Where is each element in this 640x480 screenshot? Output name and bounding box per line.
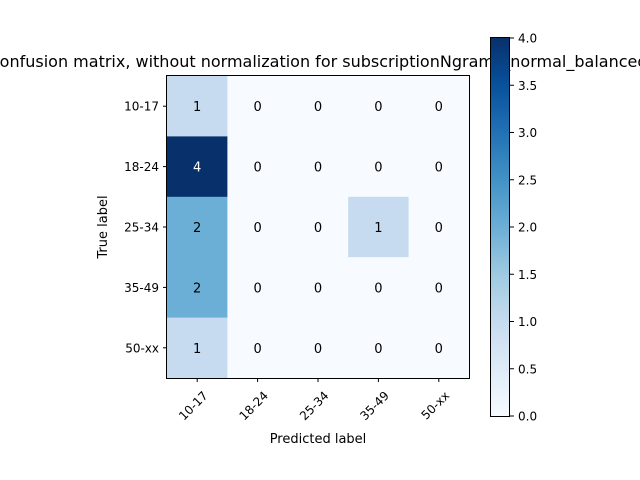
heatmap-cell xyxy=(227,196,289,258)
x-axis-label: Predicted label xyxy=(270,432,367,447)
colorbar-tick-label: 3.0 xyxy=(518,126,537,140)
cell-value-label: 2 xyxy=(193,221,201,236)
cell-value-label: 0 xyxy=(314,281,322,296)
y-tick-label: 10-17 xyxy=(124,100,159,114)
cell-value-label: 0 xyxy=(435,281,443,296)
cell-value-label: 0 xyxy=(253,281,261,296)
cell-value-label: 1 xyxy=(374,221,382,236)
colorbar-tick-label: 1.0 xyxy=(518,315,537,329)
heatmap-cell xyxy=(348,257,410,319)
heatmap-cell xyxy=(408,257,470,319)
colorbar-tick-label: 3.5 xyxy=(518,79,537,93)
cell-value-label: 1 xyxy=(193,100,201,115)
heatmap-cell xyxy=(287,136,349,198)
colorbar-tick-label: 2.5 xyxy=(518,173,537,187)
heatmap-cell xyxy=(348,196,410,258)
heatmap-cell xyxy=(348,76,410,137)
heatmap-cell xyxy=(227,136,289,198)
y-tick-label: 50-xx xyxy=(125,341,159,355)
cell-value-label: 0 xyxy=(253,342,261,357)
heatmap-cell xyxy=(348,136,410,198)
heatmap-cell xyxy=(167,76,228,137)
heatmap-cell xyxy=(227,257,289,319)
y-axis-ticks: 10-17 18-24 25-34 35-49 50-xx xyxy=(124,100,167,355)
colorbar: 0.0 0.5 1.0 1.5 2.0 2.5 3.0 3.5 4.0 xyxy=(490,32,537,424)
colorbar-ticks: 0.0 0.5 1.0 1.5 2.0 2.5 3.0 3.5 4.0 xyxy=(510,32,537,424)
cell-value-label: 0 xyxy=(314,342,322,357)
cell-value-label: 0 xyxy=(374,100,382,115)
colorbar-tick-label: 0.5 xyxy=(518,362,537,376)
colorbar-gradient xyxy=(490,37,510,417)
cell-value-label: 0 xyxy=(253,221,261,236)
cell-value-label: 0 xyxy=(374,342,382,357)
colorbar-tick-label: 1.5 xyxy=(518,268,537,282)
cell-value-label: 0 xyxy=(374,161,382,176)
cell-value-label: 0 xyxy=(374,281,382,296)
cell-value-label: 2 xyxy=(193,281,201,296)
heatmap-cell xyxy=(227,76,289,137)
cell-value-label: 0 xyxy=(253,100,261,115)
heatmap-cell xyxy=(227,317,289,379)
x-tick-label: 50-xx xyxy=(418,389,452,423)
cell-value-label: 0 xyxy=(435,221,443,236)
heatmap-cell xyxy=(287,196,349,258)
heatmap-cell xyxy=(408,196,470,258)
colorbar-tick-label: 4.0 xyxy=(518,32,537,46)
heatmap-cell xyxy=(408,76,470,137)
y-axis-label: True label xyxy=(96,195,111,259)
heatmap-cell xyxy=(348,317,410,379)
cell-value-label: 0 xyxy=(435,161,443,176)
x-tick-label: 25-34 xyxy=(297,389,332,424)
heatmap-cell xyxy=(287,317,349,379)
x-axis-ticks: 10-17 18-24 25-34 35-49 50-xx xyxy=(176,378,452,423)
x-tick-label: 18-24 xyxy=(237,389,272,424)
x-tick-label: 10-17 xyxy=(176,389,211,424)
cell-value-label: 0 xyxy=(314,100,322,115)
y-tick-label: 18-24 xyxy=(124,160,159,174)
cell-value-label: 0 xyxy=(435,342,443,357)
y-tick-label: 35-49 xyxy=(124,281,159,295)
cell-value-label: 0 xyxy=(435,100,443,115)
heatmap-cell xyxy=(287,76,349,137)
colorbar-tick-label: 2.0 xyxy=(518,221,537,235)
x-tick-label: 35-49 xyxy=(357,389,392,424)
heatmap-cells xyxy=(167,76,470,379)
heatmap-cell xyxy=(167,196,228,258)
heatmap-cell xyxy=(408,317,470,379)
heatmap-cell xyxy=(408,136,470,198)
heatmap-cell xyxy=(167,136,228,198)
heatmap-cell xyxy=(167,257,228,319)
cell-value-label: 0 xyxy=(314,221,322,236)
heatmap-cell-labels: 1 0 0 0 0 4 0 0 0 0 2 0 0 1 0 2 0 0 0 0 1 0 0 0 0 xyxy=(193,100,443,357)
heatmap-cell xyxy=(167,317,228,379)
colorbar-tick-label: 0.0 xyxy=(518,410,537,424)
chart-title: Confusion matrix, without normalization … xyxy=(0,52,640,72)
cell-value-label: 4 xyxy=(193,161,201,176)
y-tick-label: 25-34 xyxy=(124,221,159,235)
cell-value-label: 0 xyxy=(253,161,261,176)
cell-value-label: 1 xyxy=(193,342,201,357)
heatmap-cell xyxy=(287,257,349,319)
cell-value-label: 0 xyxy=(314,161,322,176)
